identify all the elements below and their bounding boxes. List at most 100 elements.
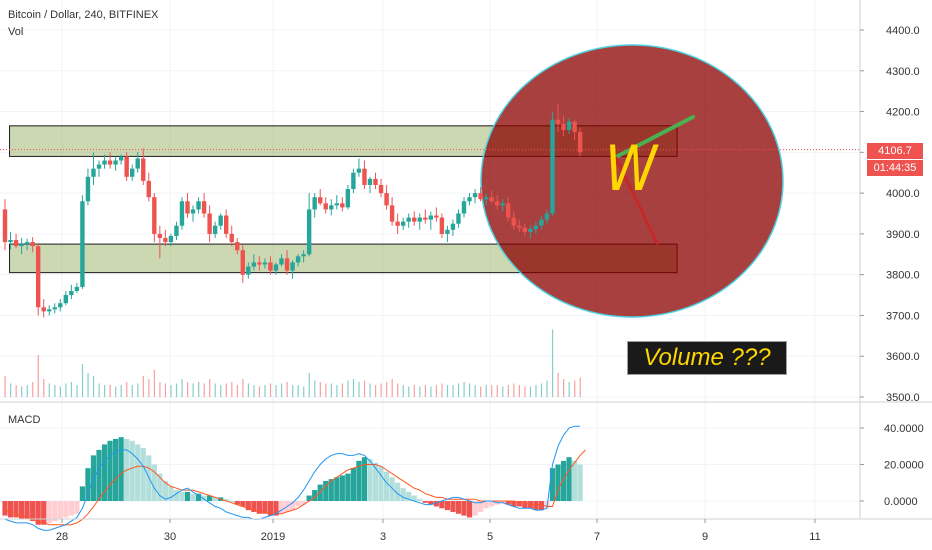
candle-body bbox=[423, 217, 428, 220]
symbol-header: Bitcoin / Dollar, 240, BITFINEX bbox=[8, 9, 159, 21]
volume-bar bbox=[192, 383, 194, 397]
candle-body bbox=[439, 217, 445, 234]
candle-body bbox=[80, 201, 85, 287]
candle-body bbox=[550, 119, 555, 214]
macd-histogram-bar bbox=[135, 444, 141, 501]
macd-histogram-bar bbox=[328, 479, 334, 501]
candle-body bbox=[96, 164, 102, 169]
candle-body bbox=[74, 286, 80, 291]
candle-body bbox=[69, 290, 74, 296]
volume-bar bbox=[81, 364, 84, 397]
candle-body bbox=[207, 213, 212, 234]
macd-label: MACD bbox=[8, 414, 41, 426]
candle-body bbox=[533, 225, 539, 229]
volume-bar bbox=[120, 385, 122, 397]
macd-histogram-bar bbox=[383, 471, 390, 501]
candle-body bbox=[367, 178, 373, 185]
volume-bar bbox=[275, 385, 277, 397]
candle-body bbox=[224, 215, 229, 234]
volume-bar bbox=[314, 380, 316, 397]
volume-bar bbox=[137, 383, 139, 397]
volume-bar bbox=[159, 382, 161, 397]
macd-histogram-bar bbox=[461, 501, 467, 516]
candle-body bbox=[19, 244, 24, 247]
candle-body bbox=[494, 201, 500, 206]
volume-bar bbox=[502, 386, 504, 397]
macd-histogram-bar bbox=[179, 491, 185, 501]
volume-bar bbox=[474, 385, 476, 397]
volume-bar bbox=[336, 385, 338, 397]
volume-bar bbox=[92, 376, 95, 397]
volume-bar bbox=[54, 385, 56, 397]
volume-bar bbox=[380, 383, 382, 397]
candle-body bbox=[152, 197, 157, 234]
highlight-circle bbox=[480, 44, 784, 318]
macd-histogram-bar bbox=[417, 499, 423, 501]
macd-histogram-bar bbox=[301, 501, 307, 505]
macd-histogram-bar bbox=[422, 501, 428, 503]
volume-note-box: Volume ??? bbox=[627, 341, 787, 375]
volume-bar bbox=[142, 376, 144, 397]
volume-bar bbox=[535, 385, 537, 397]
volume-bar bbox=[352, 379, 355, 397]
volume-bar bbox=[402, 385, 404, 397]
volume-bar bbox=[242, 379, 244, 397]
macd-histogram-bar bbox=[201, 495, 207, 501]
macd-histogram-bar bbox=[190, 493, 196, 501]
volume-bar bbox=[109, 385, 111, 397]
candle-body bbox=[113, 160, 118, 165]
time-tick-label: 7 bbox=[594, 531, 600, 543]
macd-histogram-bar bbox=[472, 501, 478, 516]
countdown-badge: 01:44:35 bbox=[867, 160, 923, 176]
candle-body bbox=[174, 225, 179, 236]
macd-histogram-bar bbox=[361, 457, 368, 501]
candle-body bbox=[445, 229, 450, 234]
volume-bar bbox=[104, 385, 106, 397]
macd-histogram-bar bbox=[477, 501, 484, 512]
candle-body bbox=[522, 227, 528, 232]
volume-bar bbox=[32, 382, 34, 397]
volume-bar bbox=[369, 383, 371, 397]
macd-histogram-bar bbox=[262, 501, 268, 514]
macd-histogram-bar bbox=[511, 501, 517, 507]
macd-histogram-bar bbox=[184, 491, 191, 501]
price-tick-label: 4200.0 bbox=[886, 107, 920, 119]
macd-histogram-bar bbox=[52, 501, 58, 522]
macd-histogram-bar bbox=[140, 448, 146, 501]
macd-histogram-bar bbox=[345, 473, 351, 501]
volume-bar bbox=[363, 380, 366, 397]
macd-histogram-bar bbox=[212, 497, 218, 501]
macd-histogram-bar bbox=[18, 501, 25, 520]
candle-body bbox=[47, 309, 52, 312]
time-tick-label: 3 bbox=[380, 531, 386, 543]
volume-bar bbox=[480, 386, 482, 397]
highlight-circle-layer bbox=[480, 44, 784, 318]
price-tick-label: 3600.0 bbox=[886, 351, 920, 363]
volume-bar bbox=[292, 385, 294, 397]
time-tick-label: 30 bbox=[164, 531, 176, 543]
wave-letter: W bbox=[605, 132, 658, 205]
candle-body bbox=[412, 217, 417, 222]
candle-body bbox=[235, 242, 240, 251]
price-tick-label: 3500.0 bbox=[886, 392, 920, 404]
candle-body bbox=[323, 203, 328, 210]
volume-bar bbox=[457, 383, 460, 397]
time-tick-label: 11 bbox=[809, 531, 820, 543]
candle-body bbox=[500, 203, 505, 206]
candle-body bbox=[456, 213, 461, 224]
candle-body bbox=[246, 266, 251, 275]
macd-histogram-bar bbox=[245, 501, 251, 511]
candle-body bbox=[312, 197, 317, 210]
volume-bar bbox=[491, 385, 493, 397]
candle-body bbox=[124, 156, 129, 177]
candle-body bbox=[295, 256, 301, 263]
candle-body bbox=[91, 168, 96, 177]
volume-bar bbox=[126, 382, 128, 397]
candle-body bbox=[428, 215, 434, 220]
candle-body bbox=[461, 201, 467, 214]
volume-bar bbox=[319, 382, 321, 397]
volume-bar bbox=[303, 386, 305, 397]
macd-histogram-bar bbox=[68, 501, 74, 516]
user-drawings bbox=[612, 115, 695, 245]
volume-bar bbox=[297, 385, 299, 397]
